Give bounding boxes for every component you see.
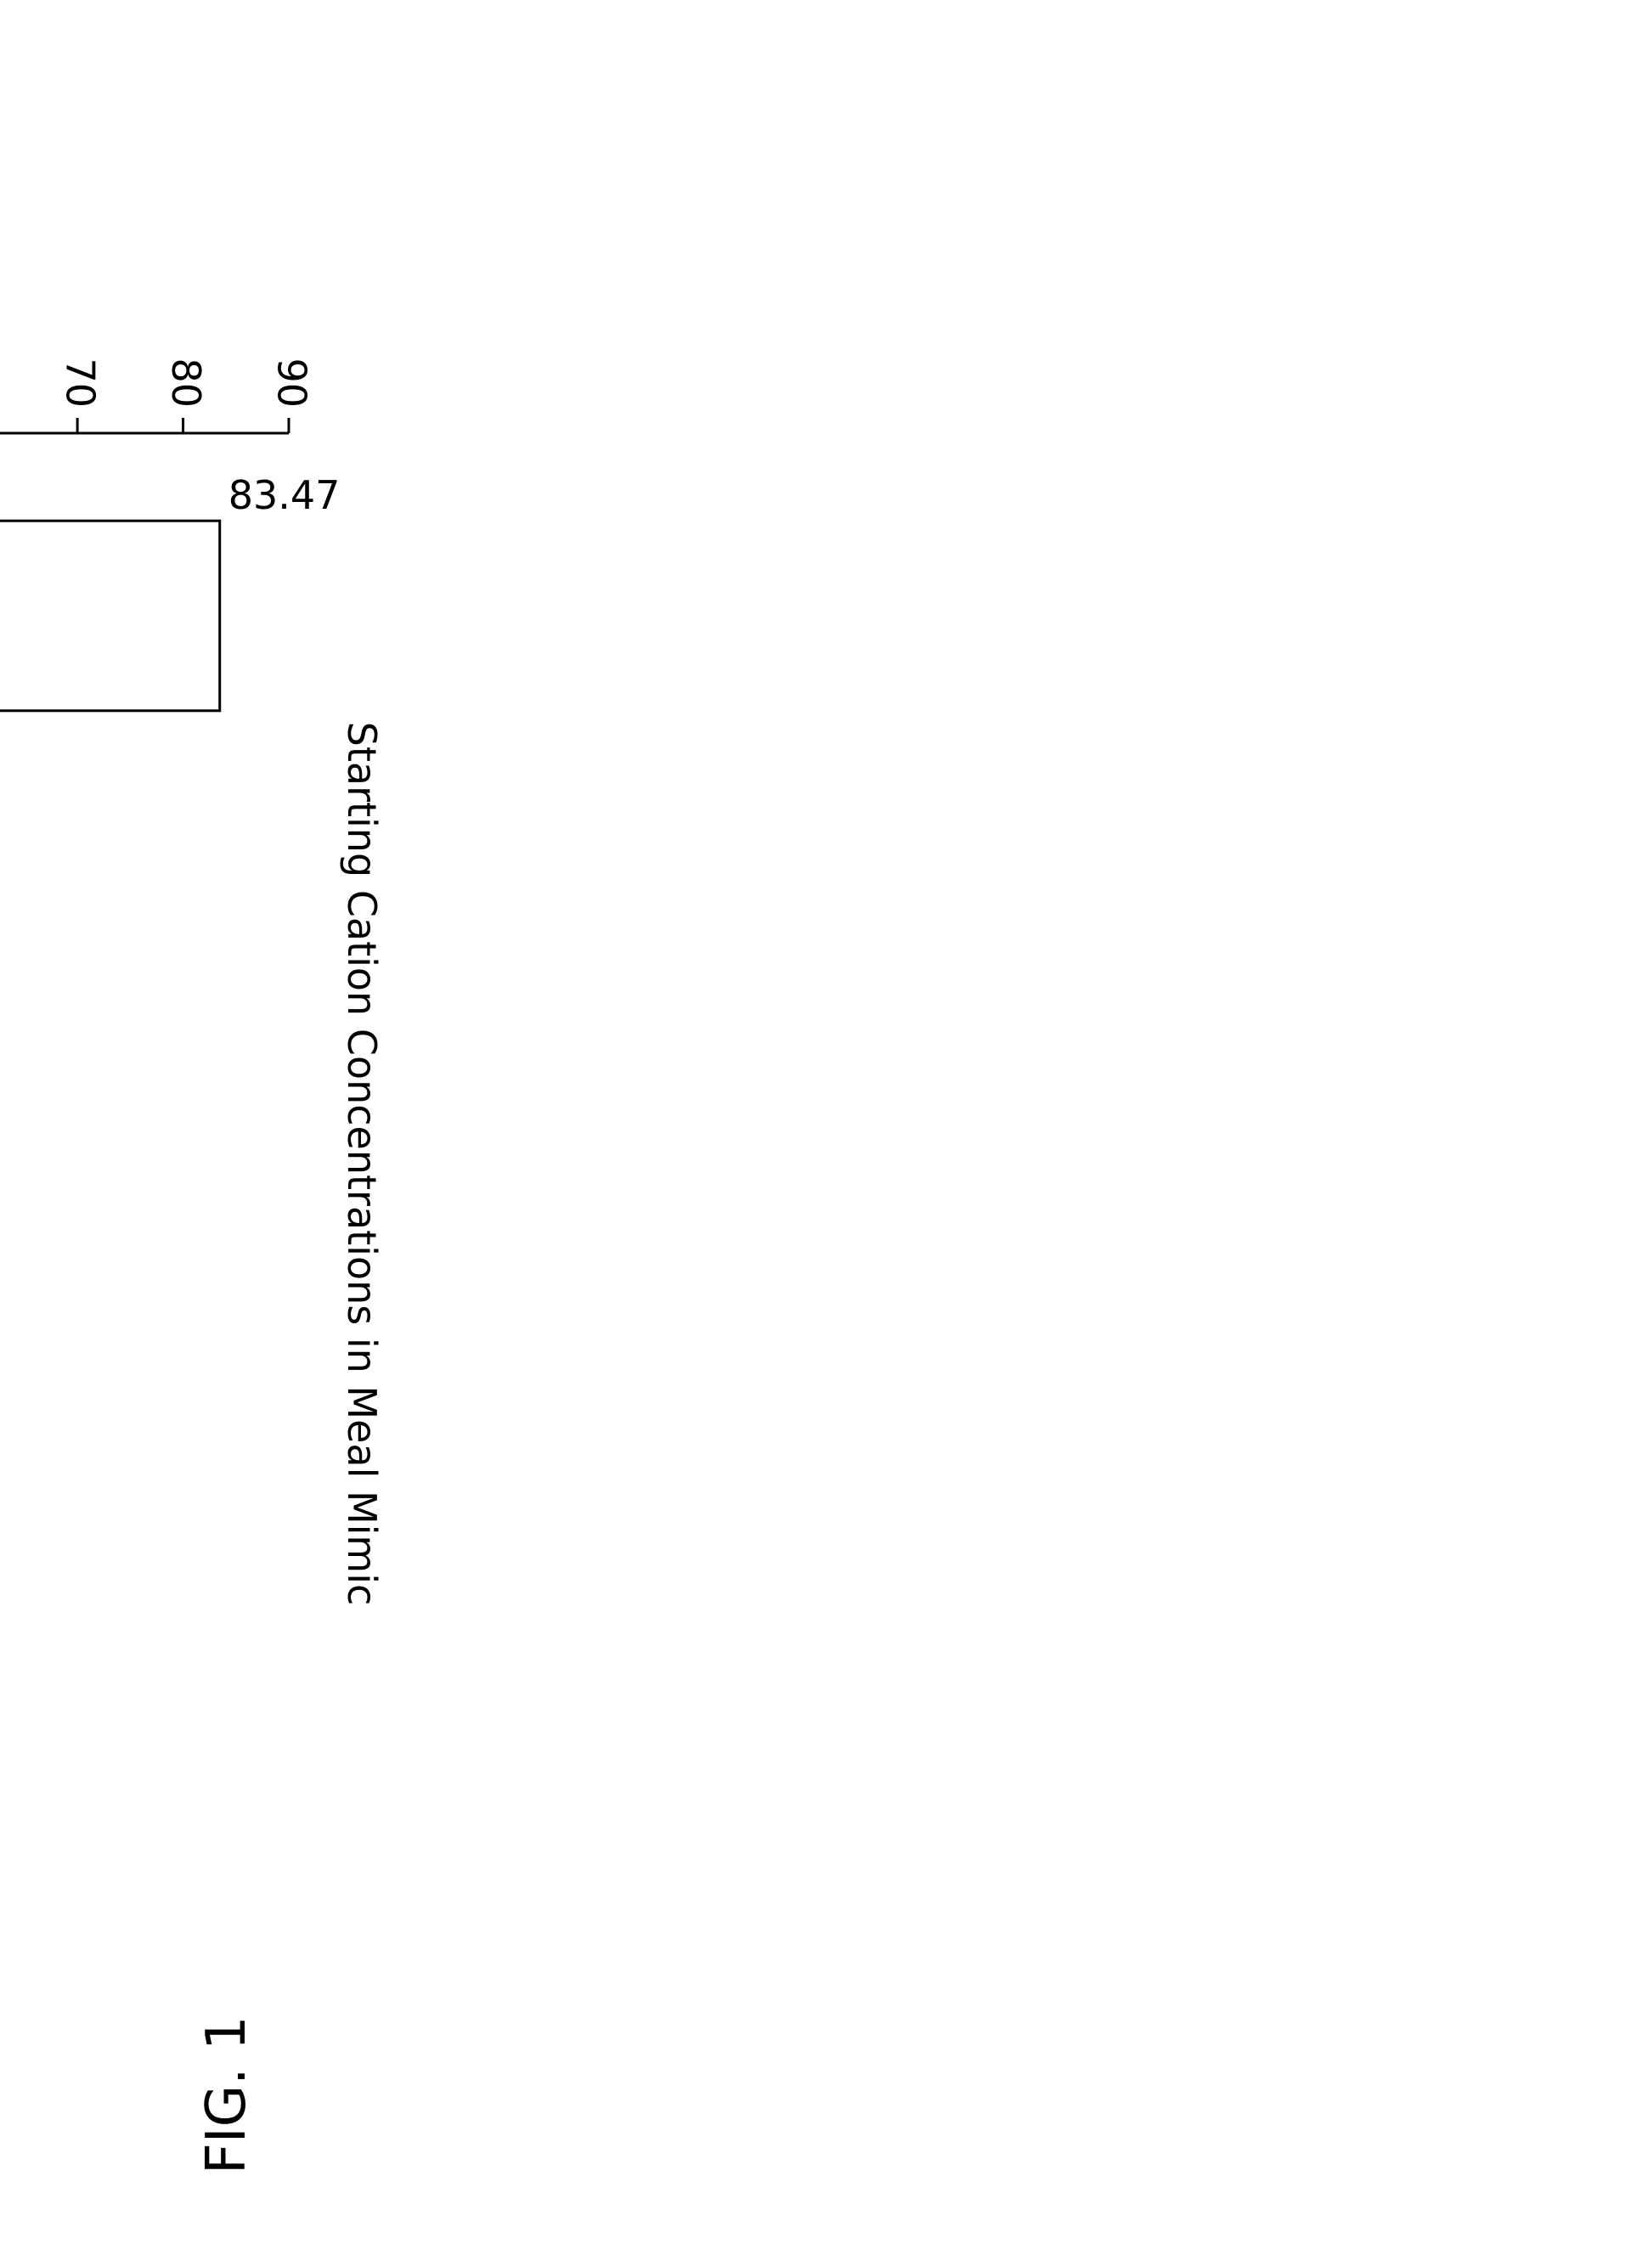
chart-title: Starting Cation Concentrations in Meal M… bbox=[339, 722, 385, 1606]
y-tick-label: 80 bbox=[163, 358, 209, 408]
bar-chart: Starting Cation Concentrations in Meal M… bbox=[0, 221, 416, 2004]
bar bbox=[0, 521, 220, 711]
figure-label: FIG. 1 bbox=[195, 2015, 258, 2174]
y-tick-label: 70 bbox=[58, 358, 104, 408]
bar-value-label: 83.47 bbox=[228, 472, 341, 518]
y-tick-label: 90 bbox=[269, 358, 315, 408]
page: FIG. 1 Starting Cation Concentrations in… bbox=[0, 0, 1652, 2255]
chart-container: Starting Cation Concentrations in Meal M… bbox=[0, 221, 416, 2004]
